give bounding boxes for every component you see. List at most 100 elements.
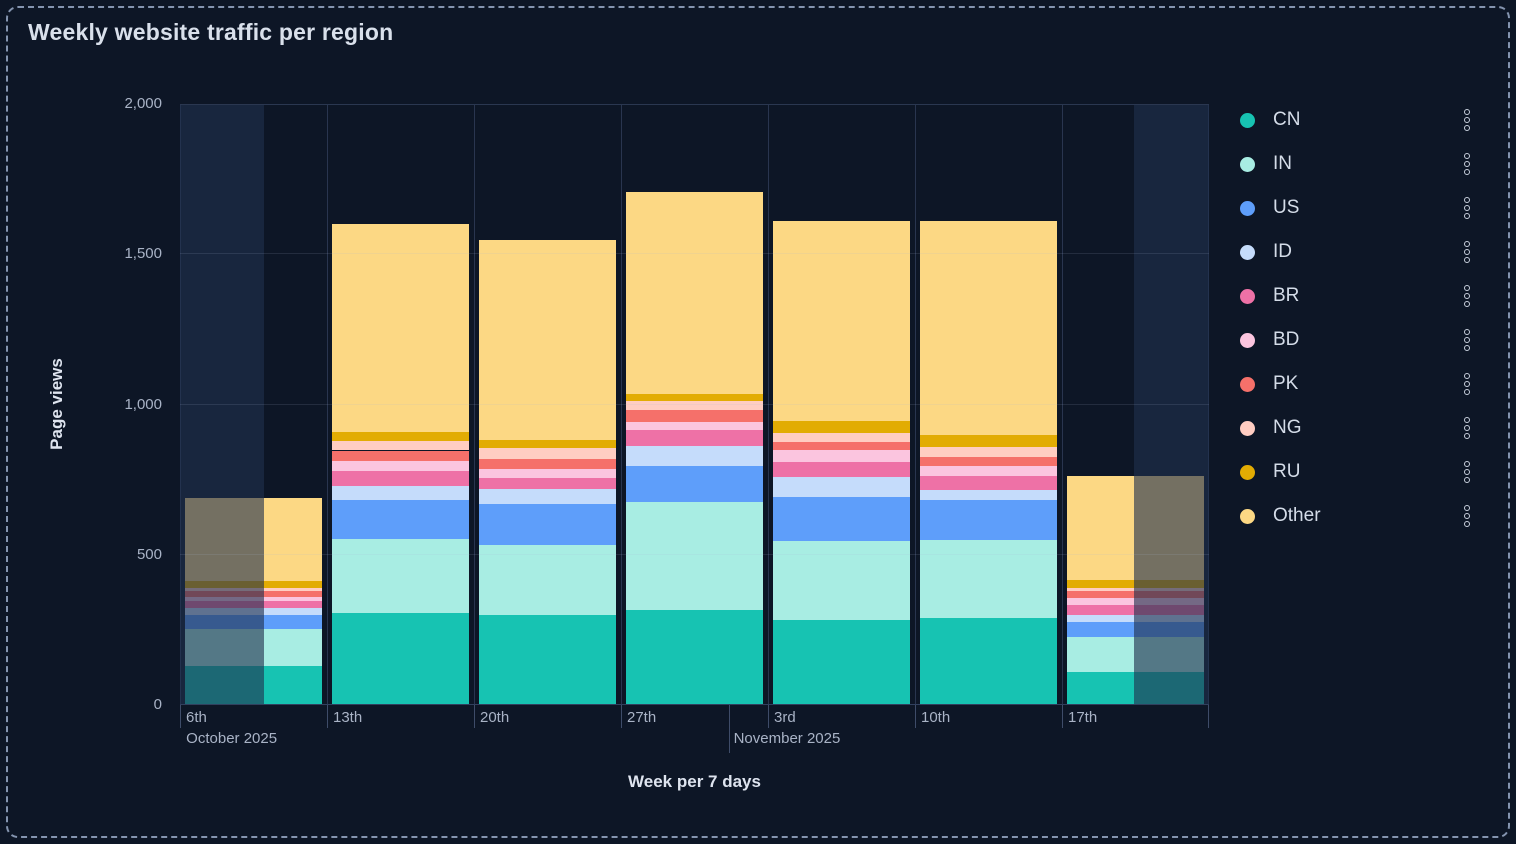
dot-ring: [1464, 521, 1470, 527]
bar-segment-BD[interactable]: [332, 460, 469, 471]
bar-segment-Other[interactable]: [332, 224, 469, 432]
dot-ring: [1464, 513, 1470, 519]
x-axis-labels: 6th 13th 20th 27th 3rd 10th 17th October 2025 No…: [180, 705, 1209, 765]
legend-item-CN[interactable]: CN: [1240, 98, 1476, 142]
bar-segment-BR[interactable]: [920, 476, 1057, 491]
y-tick-label: 1,500: [124, 245, 162, 263]
bar-segment-US[interactable]: [773, 497, 910, 541]
bar-segment-ID[interactable]: [773, 477, 910, 498]
bar-segment-BR[interactable]: [773, 461, 910, 478]
bar-segment-RU[interactable]: [479, 439, 616, 449]
bar-segment-BR[interactable]: [332, 470, 469, 486]
gridline-vertical: [1062, 104, 1063, 705]
legend-label: NG: [1273, 417, 1302, 438]
bar-segment-Other[interactable]: [479, 239, 616, 440]
legend-item-RU[interactable]: RU: [1240, 450, 1476, 494]
x-axis-tick: [621, 705, 622, 728]
bar-segment-RU[interactable]: [332, 431, 469, 441]
legend-item-ID[interactable]: ID: [1240, 230, 1476, 274]
legend-item-IN[interactable]: IN: [1240, 142, 1476, 186]
legend-color-dot: [1240, 288, 1255, 304]
vertical-dots-icon[interactable]: [1458, 456, 1476, 488]
page-title: Weekly website traffic per region: [28, 19, 394, 45]
bar-segment-CN[interactable]: [773, 620, 910, 705]
legend-label: CN: [1273, 109, 1301, 130]
bar-segment-RU[interactable]: [773, 421, 910, 434]
bar-segment-IN[interactable]: [479, 545, 616, 615]
legend-item-PK[interactable]: PK: [1240, 362, 1476, 406]
plot-top-border: [180, 104, 1209, 105]
bar-segment-NG[interactable]: [920, 447, 1057, 457]
vertical-dots-icon[interactable]: [1458, 192, 1476, 224]
bar-segment-NG[interactable]: [626, 400, 763, 411]
bar-segment-BD[interactable]: [773, 449, 910, 462]
vertical-dots-icon[interactable]: [1458, 280, 1476, 312]
bar-segment-IN[interactable]: [626, 501, 763, 611]
x-tick-label: 6th: [186, 709, 207, 726]
bar-segment-CN[interactable]: [332, 613, 469, 705]
legend-item-Other[interactable]: Other: [1240, 494, 1476, 538]
legend-item-US[interactable]: US: [1240, 186, 1476, 230]
bar-segment-ID[interactable]: [332, 485, 469, 501]
bar-column: [626, 104, 763, 705]
bar-segment-BD[interactable]: [920, 466, 1057, 477]
legend-color-dot: [1240, 156, 1255, 172]
legend-label: ID: [1273, 241, 1292, 262]
vertical-dots-icon[interactable]: [1458, 148, 1476, 180]
bar-segment-CN[interactable]: [479, 614, 616, 705]
vertical-dots-icon[interactable]: [1458, 412, 1476, 444]
y-tick-label: 500: [136, 545, 162, 563]
bar-segment-US[interactable]: [332, 500, 469, 539]
bar-segment-US[interactable]: [479, 503, 616, 546]
bar-segment-IN[interactable]: [332, 538, 469, 614]
vertical-dots-icon[interactable]: [1458, 368, 1476, 400]
bar-segment-RU[interactable]: [626, 393, 763, 401]
bar-segment-BD[interactable]: [479, 468, 616, 478]
dot-ring: [1464, 337, 1470, 343]
bar-segment-NG[interactable]: [332, 440, 469, 451]
bar-segment-ID[interactable]: [626, 446, 763, 467]
legend-color-dot: [1240, 112, 1255, 128]
bar-segment-ID[interactable]: [920, 490, 1057, 501]
vertical-dots-icon[interactable]: [1458, 500, 1476, 532]
bar-segment-PK[interactable]: [773, 442, 910, 450]
bar-segment-US[interactable]: [920, 500, 1057, 541]
vertical-dots-icon[interactable]: [1458, 236, 1476, 268]
legend-item-BR[interactable]: BR: [1240, 274, 1476, 318]
bar-segment-IN[interactable]: [920, 540, 1057, 618]
vertical-dots-icon[interactable]: [1458, 324, 1476, 356]
bar-segment-PK[interactable]: [920, 456, 1057, 467]
dot-ring: [1464, 433, 1470, 439]
plot-area: [180, 104, 1209, 705]
bar-segment-CN[interactable]: [626, 610, 763, 705]
legend: CN IN US ID BR BD PK NG RU Other: [1240, 98, 1476, 538]
legend-item-NG[interactable]: NG: [1240, 406, 1476, 450]
bar-segment-NG[interactable]: [479, 448, 616, 459]
bar-segment-Other[interactable]: [920, 221, 1057, 435]
dot-ring: [1464, 169, 1470, 175]
bar-segment-US[interactable]: [626, 466, 763, 502]
vertical-dots-icon[interactable]: [1458, 104, 1476, 136]
x-tick-label: 10th: [921, 709, 951, 726]
bar-segment-PK[interactable]: [626, 410, 763, 422]
gridline-vertical: [915, 104, 916, 705]
bar-segment-IN[interactable]: [773, 540, 910, 621]
bar-segment-BR[interactable]: [626, 429, 763, 447]
bar-segment-BR[interactable]: [479, 477, 616, 489]
dot-ring: [1464, 381, 1470, 387]
bar-segment-Other[interactable]: [626, 191, 763, 394]
bar-segment-NG[interactable]: [773, 433, 910, 443]
x-axis-tick: [180, 705, 181, 728]
x-tick-label: 3rd: [774, 709, 796, 726]
bar-segment-Other[interactable]: [773, 221, 910, 422]
month-label: November 2025: [733, 730, 841, 747]
bar-segment-CN[interactable]: [920, 617, 1057, 705]
bar-segment-RU[interactable]: [920, 434, 1057, 448]
bar-segment-ID[interactable]: [479, 488, 616, 504]
bar-segment-BD[interactable]: [626, 421, 763, 430]
legend-item-BD[interactable]: BD: [1240, 318, 1476, 362]
bar-segment-PK[interactable]: [332, 450, 469, 461]
bar-segment-PK[interactable]: [479, 458, 616, 469]
dot-ring: [1464, 469, 1470, 475]
x-axis-tick: [474, 705, 475, 728]
